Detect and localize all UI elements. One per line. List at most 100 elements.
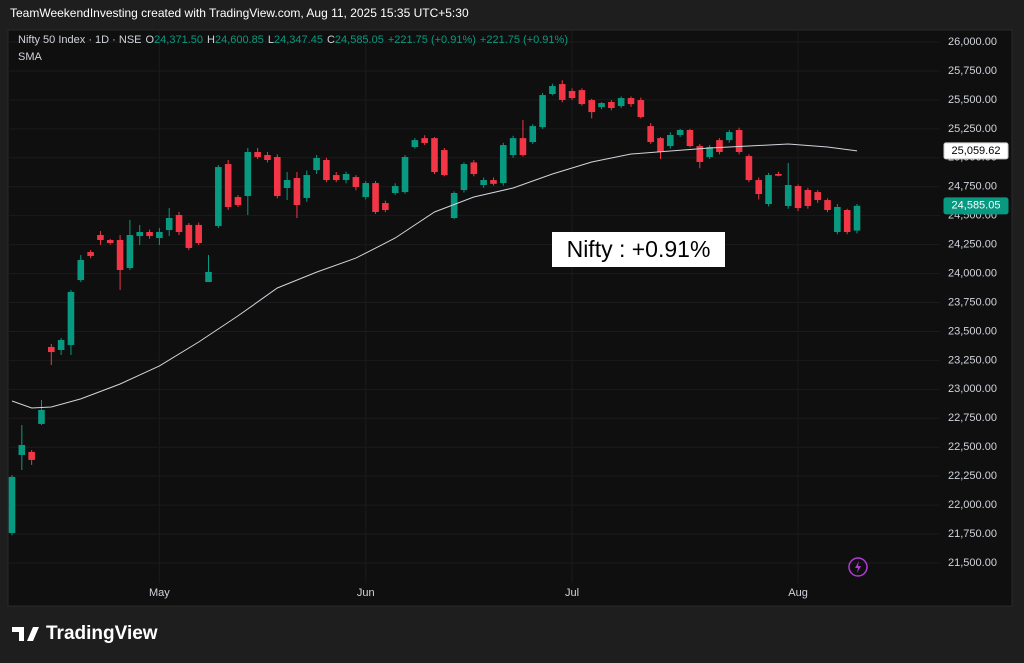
candle-body [362, 183, 370, 198]
candle-body [205, 271, 212, 283]
candle-body [97, 235, 104, 240]
candle-body [725, 132, 733, 141]
candle-body [126, 235, 134, 269]
candle-body [224, 164, 232, 208]
y-tick-label: 25,750.00 [948, 65, 997, 77]
candle-body [342, 174, 350, 181]
candle-body [696, 145, 704, 162]
chart-panel [7, 29, 1013, 607]
x-tick-label: May [149, 587, 170, 599]
candle-body [244, 152, 252, 197]
candle-body [391, 186, 399, 193]
candle-body [657, 138, 664, 153]
candle-body [441, 150, 448, 176]
candle-body [608, 102, 615, 109]
candle-body [804, 189, 812, 206]
legend-value: 24,347.45 [274, 34, 323, 46]
candle-body [234, 197, 242, 206]
candle-body [106, 239, 114, 244]
candle-body [519, 138, 527, 156]
logo [12, 627, 39, 641]
candle-body [853, 205, 861, 231]
candle-body [450, 192, 458, 218]
candle-body [303, 175, 311, 198]
last-price-label: 24,585.05 [952, 200, 1001, 212]
ohlc-legend: Nifty 50 Index · 1D · NSE O24,371.50 H24,6… [18, 34, 572, 46]
candle-body [617, 98, 625, 107]
candle-body [784, 185, 792, 206]
candle-body [667, 134, 674, 146]
legend-key: O [145, 34, 155, 46]
candle-body [834, 207, 841, 233]
candle-body [794, 186, 802, 209]
candle-body [67, 291, 75, 345]
candle-body [745, 156, 753, 181]
last-price-label-box [943, 197, 1009, 215]
sma-line [11, 143, 858, 409]
x-tick-label: Jul [565, 587, 579, 599]
candle-body [470, 162, 478, 175]
candle-body [509, 138, 517, 156]
candle-body [460, 164, 468, 190]
candle-body [116, 239, 124, 270]
candle-body [264, 155, 271, 161]
candle-body [499, 145, 507, 184]
y-tick-label: 21,500.00 [948, 557, 997, 569]
candle-body [273, 156, 281, 197]
candle-body [676, 130, 684, 135]
alert-icon[interactable] [848, 557, 868, 577]
y-tick-label: 23,000.00 [948, 383, 997, 395]
y-tick-label: 21,750.00 [948, 528, 997, 540]
candle-body [421, 138, 428, 143]
candle-body [775, 174, 782, 176]
y-tick-label: 22,500.00 [948, 441, 997, 453]
y-tick-label: 24,750.00 [948, 181, 997, 193]
watermark-header: TeamWeekendInvesting created with Tradin… [10, 6, 469, 20]
legend-value: +221.75 (+0.91%) [479, 34, 568, 46]
y-tick-label: 23,750.00 [948, 296, 997, 308]
legend-value: 24,600.85 [214, 34, 264, 46]
candle-body [578, 90, 586, 105]
candle-body [598, 103, 605, 108]
y-tick-label: 24,250.00 [948, 239, 997, 251]
legend-key: C [326, 34, 335, 46]
candle-body [549, 86, 556, 95]
candle-body [215, 167, 222, 226]
y-tick-label: 22,000.00 [948, 499, 997, 511]
candle-body [814, 192, 821, 201]
sma-price-label: 25,059.62 [952, 145, 1001, 157]
candle-body [165, 217, 173, 231]
candle-body [323, 160, 330, 181]
candle-body [48, 346, 55, 353]
candle-body [401, 156, 409, 193]
candle-body [824, 200, 831, 211]
candle-body [175, 214, 183, 233]
y-tick-label: 24,000.00 [948, 267, 997, 279]
candle-body [647, 126, 654, 143]
y-tick-label: 23,250.00 [948, 354, 997, 366]
candle-body [332, 175, 340, 181]
legend-value: 24,371.50 [154, 34, 203, 46]
x-tick-label: Jun [357, 587, 375, 599]
candle-body [735, 130, 743, 153]
y-tick-label: 22,250.00 [948, 470, 997, 482]
candle-body [706, 147, 713, 157]
y-tick-label: 22,750.00 [948, 412, 997, 424]
candle-body [490, 180, 497, 184]
candle-body [18, 445, 26, 455]
candle-body [156, 232, 163, 239]
candle-body [843, 210, 851, 233]
candle-body [185, 224, 193, 248]
candle-body [431, 138, 438, 173]
candle-body [588, 100, 596, 113]
candle-body [716, 140, 723, 153]
candle-body [38, 409, 45, 424]
candle-body [57, 340, 65, 350]
candle-body [529, 126, 537, 143]
candle-body [313, 158, 320, 171]
candle-body [146, 232, 153, 237]
legend-value: +221.75 (+0.91%) [387, 34, 476, 46]
candle-body [87, 252, 94, 256]
